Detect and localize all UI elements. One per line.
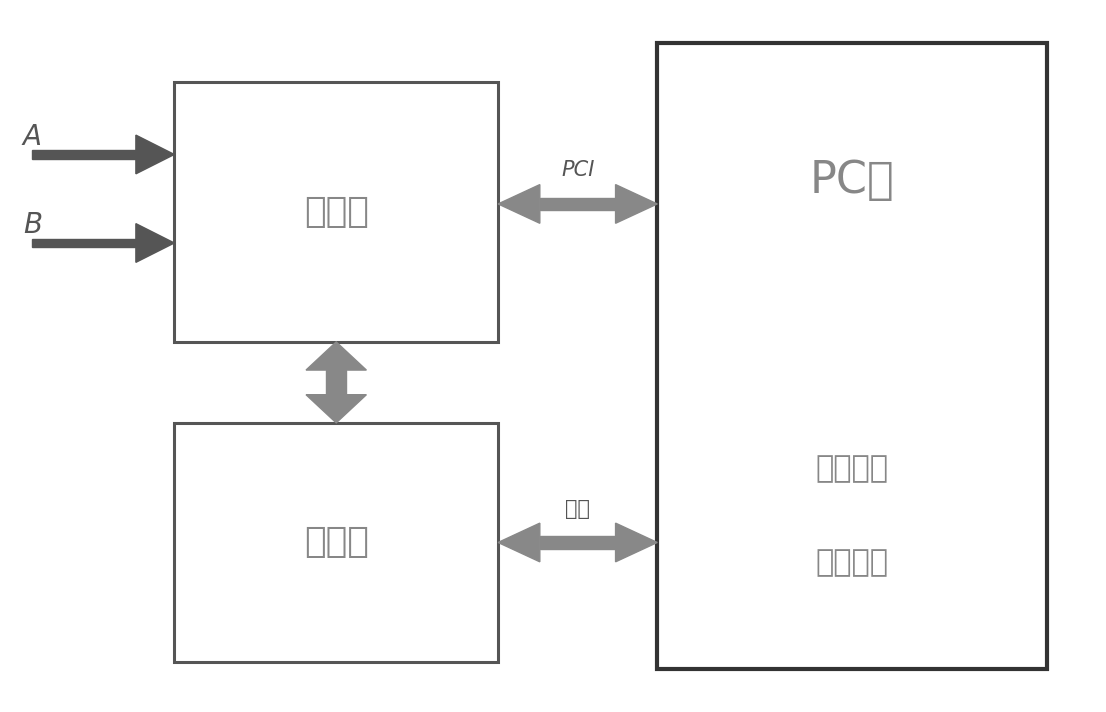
Bar (175, 423, 498, 662)
Bar (540, 536, 616, 549)
Polygon shape (616, 184, 657, 224)
Polygon shape (136, 224, 175, 262)
Polygon shape (498, 523, 540, 562)
Bar (32, 239, 136, 247)
Text: 数据处理: 数据处理 (815, 548, 888, 577)
Bar (175, 82, 498, 342)
Text: 串口: 串口 (565, 498, 591, 519)
Bar (657, 43, 1047, 669)
Bar (326, 370, 346, 394)
Text: B: B (23, 211, 42, 239)
Text: 单片机: 单片机 (304, 525, 368, 560)
Polygon shape (616, 523, 657, 562)
Text: 采集卡: 采集卡 (304, 195, 368, 229)
Text: A: A (23, 123, 42, 151)
Text: 应用程序: 应用程序 (815, 454, 888, 483)
Polygon shape (498, 184, 540, 224)
Bar (540, 198, 616, 210)
Polygon shape (136, 135, 175, 174)
Polygon shape (306, 394, 366, 423)
Polygon shape (306, 342, 366, 370)
Bar (32, 150, 136, 159)
Text: PC机: PC机 (810, 159, 895, 202)
Text: PCI: PCI (561, 160, 594, 180)
